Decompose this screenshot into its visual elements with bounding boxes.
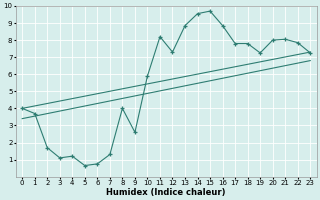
X-axis label: Humidex (Indice chaleur): Humidex (Indice chaleur) (107, 188, 226, 197)
